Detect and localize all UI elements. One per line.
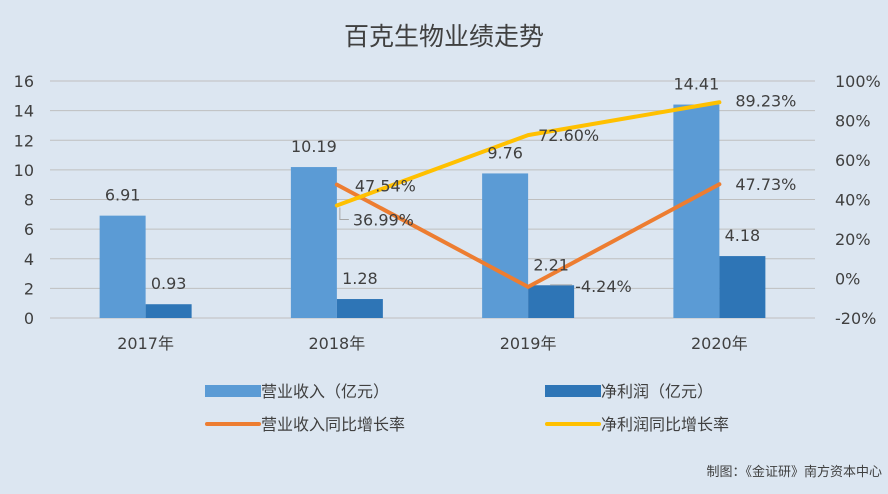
x-tick-label: 2020年 <box>691 334 748 353</box>
bar-data-label: 2.21 <box>533 255 569 274</box>
x-tick-label: 2019年 <box>500 334 557 353</box>
legend-label: 营业收入同比增长率 <box>261 415 405 434</box>
leader-line <box>339 207 349 220</box>
bar <box>336 299 383 318</box>
y-left-tick-label: 4 <box>24 250 34 269</box>
x-tick-label: 2018年 <box>309 334 366 353</box>
bar <box>99 215 146 318</box>
y-right-tick-label: 0% <box>835 270 860 289</box>
bar-data-label: 14.41 <box>673 75 719 94</box>
y-left-tick-label: 8 <box>24 191 34 210</box>
line-data-label: 47.73% <box>735 175 796 194</box>
y-left-tick-label: 6 <box>24 220 34 239</box>
x-tick-label: 2017年 <box>117 334 174 353</box>
axes: 0 2 4 6 8 10 12 14 16 -20% 0% 20% 40% 60% 80% 100% 2017年… <box>14 72 881 353</box>
line-point <box>526 285 530 289</box>
legend-swatch <box>205 385 261 397</box>
source-note: 制图：《金证研》南方资本中心 <box>706 464 882 480</box>
line-point <box>335 203 339 207</box>
bar-data-label: 9.76 <box>487 143 523 162</box>
y-right-tick-label: -20% <box>835 309 876 328</box>
bar-data-label: 10.19 <box>291 137 337 156</box>
bar <box>528 285 575 318</box>
legend-label: 营业收入（亿元） <box>261 382 389 401</box>
legend-label: 净利润同比增长率 <box>601 415 729 434</box>
bar-data-label: 6.91 <box>105 186 141 205</box>
chart-title: 百克生物业绩走势 <box>344 22 544 51</box>
y-right-tick-label: 20% <box>835 230 871 249</box>
y-right-tick-label: 80% <box>835 112 871 131</box>
data-labels: 6.91 10.19 9.76 14.41 0.93 1.28 2.21 4.18 47.54%… <box>105 75 797 296</box>
bar <box>145 304 192 318</box>
bar <box>290 167 337 318</box>
y-left-tick-label: 14 <box>14 102 34 121</box>
line-point <box>526 133 530 137</box>
line-point <box>717 100 721 104</box>
bar-data-label: 4.18 <box>725 226 761 245</box>
line-point <box>335 183 339 187</box>
bar-data-label: 0.93 <box>151 274 187 293</box>
bars <box>99 104 766 318</box>
line-point <box>717 182 721 186</box>
bar <box>482 173 529 318</box>
y-left-tick-label: 12 <box>14 131 34 150</box>
legend: 营业收入（亿元） 净利润（亿元） 营业收入同比增长率 净利润同比增长率 <box>205 382 729 434</box>
y-left-tick-label: 2 <box>24 279 34 298</box>
line-data-label: 72.60% <box>538 126 599 145</box>
y-right-tick-label: 40% <box>835 191 871 210</box>
line-data-label: 36.99% <box>353 210 414 229</box>
bar-data-label: 1.28 <box>342 269 378 288</box>
line-data-label: -4.24% <box>575 277 632 296</box>
y-left-tick-label: 16 <box>14 72 34 91</box>
bar <box>673 104 720 318</box>
legend-label: 净利润（亿元） <box>601 382 713 401</box>
bar <box>719 256 766 318</box>
legend-swatch <box>545 385 601 397</box>
y-right-tick-label: 60% <box>835 151 871 170</box>
lines <box>334 100 722 289</box>
y-left-tick-label: 0 <box>24 309 34 328</box>
line-data-label: 89.23% <box>735 91 796 110</box>
line-data-label: 47.54% <box>355 177 416 196</box>
y-left-tick-label: 10 <box>14 161 34 180</box>
y-right-tick-label: 100% <box>835 72 881 91</box>
